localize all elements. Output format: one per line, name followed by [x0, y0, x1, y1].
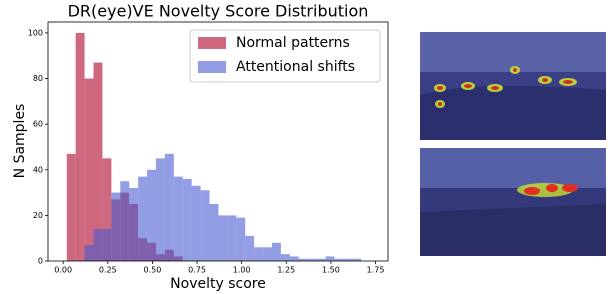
bar — [174, 177, 183, 261]
y-axis-label: N Samples — [12, 104, 28, 179]
y-tick-label: 100 — [28, 28, 43, 37]
bar — [236, 218, 245, 261]
x-tick-label: 0.00 — [54, 266, 72, 275]
plot: 0.00 0.25 0.50 0.75 1.00 1.25 1.50 1.75 0 20 40 60 8… — [28, 22, 388, 275]
bar — [210, 204, 219, 261]
bar — [156, 158, 165, 261]
y-tick-label: 0 — [38, 257, 43, 266]
y-tick-label: 80 — [33, 74, 43, 83]
figure: 0.00 0.25 0.50 0.75 1.00 1.25 1.50 1.75 0 20 40 60 8… — [0, 0, 608, 294]
x-tick-label: 1.75 — [367, 266, 385, 275]
bar — [326, 256, 335, 261]
legend-swatch — [198, 37, 226, 49]
bar — [111, 193, 120, 261]
bar — [227, 215, 236, 261]
bar — [138, 177, 147, 261]
bar — [76, 33, 85, 261]
bar — [85, 245, 94, 261]
image-bottom — [420, 148, 606, 256]
y-tick-label: 20 — [33, 211, 43, 220]
bar — [254, 247, 263, 261]
legend-label: Normal patterns — [236, 35, 350, 51]
bar — [147, 170, 156, 261]
bar — [263, 247, 272, 261]
x-tick-label: 0.50 — [144, 266, 162, 275]
x-axis-label: Novelty score — [170, 276, 266, 292]
x-tick-label: 0.25 — [99, 266, 117, 275]
bar — [67, 154, 76, 261]
chart-title: DR(eye)VE Novelty Score Distribution — [68, 2, 369, 21]
legend-label: Attentional shifts — [236, 59, 355, 75]
x-tick-label: 1.00 — [233, 266, 251, 275]
y-tick-label: 40 — [33, 165, 43, 174]
bar — [94, 229, 103, 261]
bar — [129, 188, 138, 261]
x-tick-label: 1.50 — [322, 266, 340, 275]
bar — [201, 190, 210, 261]
bar — [102, 229, 111, 261]
bar — [192, 186, 201, 261]
bar — [245, 236, 254, 261]
x-tick-label: 1.25 — [277, 266, 295, 275]
bar — [272, 243, 281, 261]
bar — [290, 256, 299, 261]
bar — [120, 181, 129, 261]
y-tick-label: 60 — [33, 120, 43, 129]
bar — [165, 154, 174, 261]
bar — [281, 254, 290, 261]
x-tick-label: 0.75 — [188, 266, 206, 275]
bar — [85, 79, 94, 261]
legend-swatch — [198, 61, 226, 73]
bar — [218, 215, 227, 261]
image-top — [420, 32, 606, 140]
bar — [183, 179, 192, 261]
